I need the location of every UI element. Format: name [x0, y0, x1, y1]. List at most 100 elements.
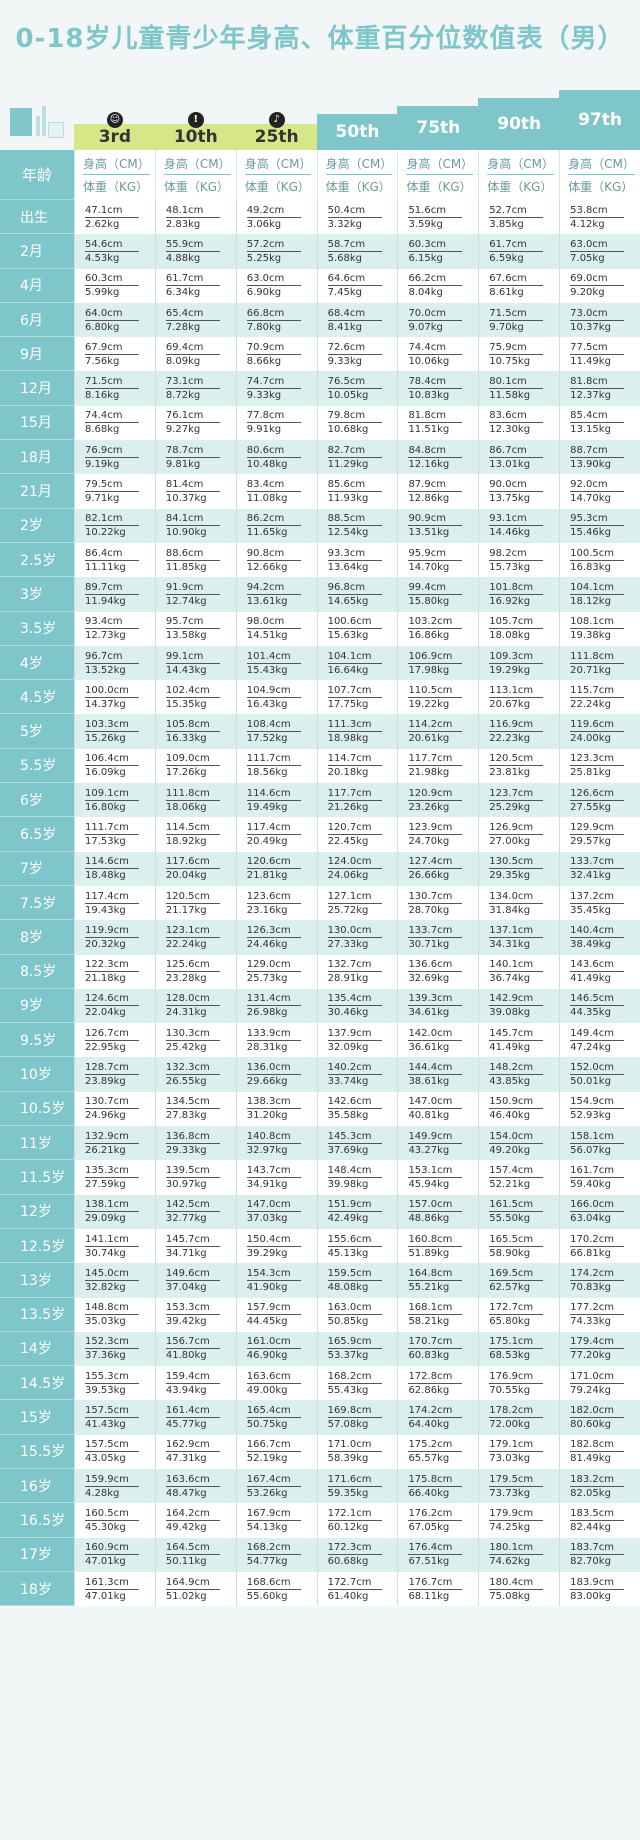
weight-value: 16.80kg	[85, 801, 126, 813]
height-value: 130.7cm	[85, 1096, 139, 1110]
height-value: 88.7cm	[570, 445, 625, 458]
height-value: 83.6cm	[489, 410, 544, 424]
value-cell: 107.7cm 17.75kg	[316, 680, 398, 715]
weight-value: 55.50kg	[489, 1213, 531, 1225]
weight-value: 49.20kg	[489, 1144, 531, 1156]
height-value: 137.9cm	[327, 1028, 382, 1041]
height-value: 119.9cm	[85, 925, 139, 938]
value-cell: 174.2cm 64.40kg	[397, 1400, 478, 1435]
weight-value: 54.13kg	[246, 1521, 288, 1533]
value-cell: 98.2cm 15.73kg	[478, 542, 559, 578]
table-row: 3.5岁 93.4cm 12.73kg 95.7cm 13.58kg 98.0cm 14.5…	[0, 611, 640, 646]
value-cell: 168.1cm 58.21kg	[397, 1297, 478, 1332]
height-value: 69.4cm	[165, 342, 220, 355]
height-value: 179.9cm	[489, 1508, 544, 1521]
value-cell: 52.7cm 3.85kg	[478, 200, 559, 235]
height-value: 158.1cm	[570, 1131, 625, 1144]
value-cell: 79.5cm 9.71kg	[74, 474, 155, 509]
height-value: 86.4cm	[85, 548, 139, 561]
value-cell: 120.7cm 22.45kg	[316, 817, 398, 852]
value-cell: 169.8cm 57.08kg	[316, 1400, 398, 1435]
value-cell: 161.0cm 46.90kg	[235, 1331, 317, 1367]
height-value: 64.6cm	[327, 273, 382, 287]
value-cell: 58.7cm 5.68kg	[316, 234, 398, 269]
weight-value: 8.66kg	[246, 355, 282, 367]
value-cell: 88.5cm 12.54kg	[316, 508, 398, 543]
height-value: 91.9cm	[165, 582, 220, 595]
value-cell: 147.0cm 37.03kg	[235, 1194, 317, 1229]
weight-value: 12.54kg	[327, 527, 369, 539]
weight-value: 20.49kg	[246, 835, 288, 847]
height-value: 154.0cm	[489, 1131, 544, 1144]
value-cell: 95.9cm 14.70kg	[397, 542, 478, 578]
value-cell: 140.4cm 38.49kg	[559, 920, 640, 955]
table-row: 21月 79.5cm 9.71kg 81.4cm 10.37kg 83.4cm 11.08k…	[0, 474, 640, 509]
weight-value: 30.71kg	[408, 938, 450, 950]
weight-value: 34.31kg	[489, 938, 531, 950]
value-cell: 104.1cm 16.64kg	[316, 645, 398, 681]
height-value: 152.3cm	[85, 1336, 139, 1350]
value-cell: 157.0cm 48.86kg	[397, 1194, 478, 1229]
weight-value: 43.05kg	[85, 1453, 126, 1465]
percentile-table: 3rd ☺ 10th! 25th ♪ 50th 75th 90th 97th 年龄 身高（CM）…	[0, 72, 640, 1607]
value-cell: 176.7cm 68.11kg	[397, 1571, 478, 1607]
age-cell: 7.5岁	[0, 885, 74, 921]
weight-value: 45.77kg	[165, 1419, 207, 1431]
value-cell: 125.6cm 23.28kg	[154, 954, 236, 989]
value-cell: 130.7cm 24.96kg	[74, 1091, 155, 1127]
weight-value: 13.52kg	[85, 664, 126, 676]
height-value: 104.9cm	[246, 685, 301, 698]
height-value: 90.8cm	[246, 548, 301, 561]
value-cell: 73.1cm 8.72kg	[154, 371, 236, 406]
value-cell: 163.6cm 49.00kg	[235, 1366, 317, 1401]
value-cell: 163.6cm 48.47kg	[154, 1468, 236, 1504]
value-cell: 159.9cm 4.28kg	[74, 1468, 155, 1504]
weight-value: 32.09kg	[327, 1041, 369, 1053]
height-value: 183.2cm	[570, 1474, 625, 1487]
height-value: 119.6cm	[570, 719, 625, 733]
value-cell: 146.5cm 44.35kg	[559, 988, 640, 1024]
value-cell: 132.3cm 26.55kg	[154, 1057, 236, 1092]
height-value: 149.6cm	[165, 1268, 220, 1281]
value-cell: 177.2cm 74.33kg	[559, 1297, 640, 1332]
value-cell: 137.9cm 32.09kg	[316, 1023, 398, 1058]
weight-value: 11.58kg	[489, 390, 531, 402]
weight-value: 32.69kg	[408, 973, 450, 985]
weight-value: 23.28kg	[165, 973, 207, 985]
value-cell: 114.6cm 18.48kg	[74, 851, 155, 886]
value-cell: 64.0cm 6.80kg	[74, 302, 155, 338]
percentile-label: 10th	[173, 127, 218, 147]
table-row: 12岁 138.1cm 29.09kg 142.5cm 32.77kg 147.0cm 37…	[0, 1194, 640, 1229]
value-cell: 82.7cm 11.29kg	[316, 440, 398, 475]
weight-value: 41.43kg	[85, 1419, 126, 1431]
weight-value: 79.24kg	[570, 1384, 611, 1396]
value-cell: 111.8cm 18.06kg	[154, 783, 236, 818]
value-cell: 116.9cm 22.23kg	[478, 714, 559, 749]
value-cell: 117.6cm 20.04kg	[154, 851, 236, 886]
weight-value: 39.29kg	[246, 1247, 288, 1259]
height-value: 168.2cm	[327, 1371, 382, 1384]
weight-value: 7.56kg	[85, 355, 120, 367]
height-value: 85.6cm	[327, 479, 382, 493]
weight-value: 13.58kg	[165, 630, 207, 642]
weight-value: 44.45kg	[246, 1316, 288, 1328]
height-value: 161.0cm	[246, 1336, 301, 1350]
weight-value: 28.91kg	[327, 973, 369, 985]
value-cell: 175.2cm 65.57kg	[397, 1434, 478, 1469]
table-row: 5岁 103.3cm 15.26kg 105.8cm 16.33kg 108.4cm 17.…	[0, 714, 640, 749]
value-cell: 162.9cm 47.31kg	[154, 1434, 236, 1469]
value-cell: 81.8cm 12.37kg	[559, 371, 640, 406]
value-cell: 183.2cm 82.05kg	[559, 1468, 640, 1504]
unit-cell: 身高（CM） 体重（KG）	[74, 150, 155, 200]
value-cell: 115.7cm 22.24kg	[559, 680, 640, 715]
value-cell: 171.0cm 58.39kg	[316, 1434, 398, 1469]
weight-value: 23.89kg	[85, 1076, 126, 1088]
height-value: 107.7cm	[327, 685, 382, 698]
weight-value: 6.34kg	[165, 287, 201, 299]
value-cell: 129.0cm 25.73kg	[235, 954, 317, 989]
height-value: 86.2cm	[246, 513, 301, 527]
value-cell: 156.7cm 41.80kg	[154, 1331, 236, 1367]
value-cell: 126.9cm 27.00kg	[478, 817, 559, 852]
weight-value: 21.81kg	[246, 870, 288, 882]
height-value: 117.6cm	[165, 856, 220, 870]
